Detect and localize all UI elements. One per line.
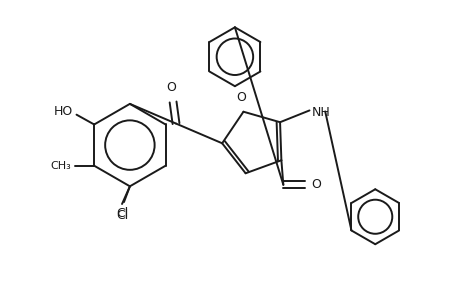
Text: O: O <box>236 91 246 104</box>
Text: CH₃: CH₃ <box>51 161 72 171</box>
Text: O: O <box>310 178 320 191</box>
Text: O: O <box>166 81 176 94</box>
Text: HO: HO <box>53 105 73 118</box>
Text: NH: NH <box>311 106 330 119</box>
Text: Cl: Cl <box>116 209 128 222</box>
Text: Cl: Cl <box>116 207 128 220</box>
